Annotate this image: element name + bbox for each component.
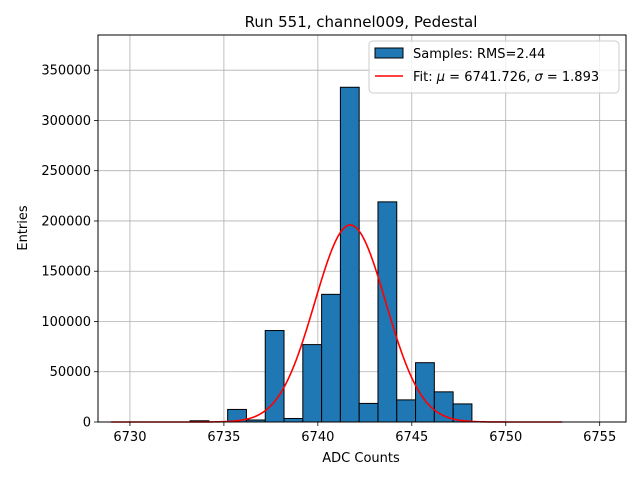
histogram-bars: [189, 86, 473, 423]
legend: Samples: RMS=2.44 Fit: μ = 6741.726, σ =…: [368, 40, 620, 94]
y-tick-label: 250000: [41, 164, 91, 179]
axis-ticks: 6730 6735 6740 6745 6750 6755 0 50000 100000 1500…: [41, 64, 616, 445]
fit-label-prefix: Fit:: [413, 70, 437, 85]
chart-title: Run 551, channel009, Pedestal: [245, 13, 478, 31]
histogram-bar: [283, 417, 304, 423]
histogram-bar: [396, 399, 417, 423]
x-tick-label: 6730: [113, 430, 146, 445]
x-tick-label: 6735: [207, 430, 240, 445]
x-tick-label: 6750: [489, 430, 522, 445]
fit-mu-text: = 6741.726,: [445, 70, 534, 85]
y-tick-label: 150000: [41, 265, 91, 280]
mu-symbol: μ: [436, 70, 445, 85]
x-tick-label: 6740: [301, 430, 334, 445]
histogram-bar: [415, 362, 435, 423]
legend-label-samples: Samples: RMS=2.44: [413, 47, 545, 62]
histogram-bar: [339, 86, 360, 423]
histogram-bar: [302, 344, 323, 423]
histogram-bar: [321, 293, 341, 423]
sigma-symbol: σ: [535, 70, 544, 85]
y-tick-label: 350000: [41, 64, 91, 79]
y-tick-label: 50000: [50, 365, 91, 380]
legend-label-fit: Fit: μ = 6741.726, σ = 1.893: [413, 70, 599, 85]
x-tick-label: 6755: [583, 430, 616, 445]
fit-sigma-text: = 1.893: [543, 70, 599, 85]
y-tick-label: 300000: [41, 114, 91, 129]
x-tick-label: 6745: [395, 430, 428, 445]
y-tick-label: 100000: [41, 315, 91, 330]
legend-swatch-samples: [374, 47, 404, 59]
grid-layer: [98, 35, 626, 423]
histogram-bar: [377, 201, 398, 423]
y-axis-label: Entries: [16, 205, 31, 251]
y-tick-label: 200000: [41, 214, 91, 229]
y-tick-label: 0: [83, 416, 91, 431]
legend-box: [368, 40, 620, 94]
histogram-bar: [358, 402, 379, 423]
plot-frame: [97, 34, 627, 423]
x-axis-label: ADC Counts: [322, 451, 400, 466]
